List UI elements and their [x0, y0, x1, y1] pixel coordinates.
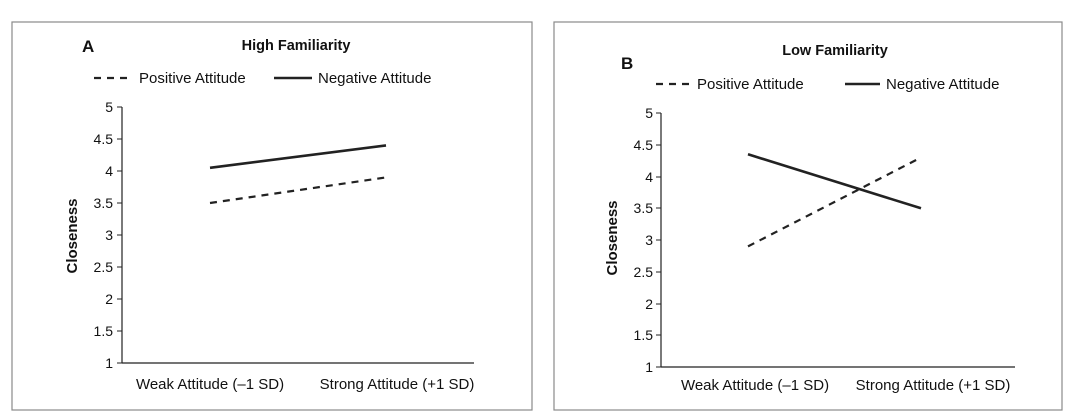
y-tick-label: 2 [645, 296, 653, 312]
panel-b-x-category-weak: Weak Attitude (–1 SD) [681, 377, 829, 394]
panel-b-x-category-strong: Strong Attitude (+1 SD) [856, 377, 1011, 394]
legend-positive-label: Positive Attitude [139, 70, 246, 87]
panel-b-yticks: 1 1.5 2 2.5 3 3.5 4 4.5 5 [634, 105, 661, 375]
y-tick-label: 3.5 [94, 195, 114, 211]
legend-positive-label: Positive Attitude [697, 76, 804, 93]
legend-negative-label: Negative Attitude [886, 76, 999, 93]
y-tick-label: 1.5 [94, 323, 114, 339]
panel-b: B Low Familiarity Positive Attitude Nega… [553, 21, 1063, 411]
panel-a-letter: A [82, 37, 94, 56]
panel-a-ylabel: Closeness [64, 198, 81, 273]
y-tick-label: 1.5 [634, 327, 654, 343]
panel-a: A High Familiarity Positive Attitude Neg… [11, 21, 533, 411]
panel-b-series-positive-line [747, 156, 922, 248]
y-tick-label: 4 [645, 169, 653, 185]
panel-b-letter: B [621, 54, 633, 73]
panel-a-frame [11, 21, 533, 411]
y-tick-label: 2 [105, 291, 113, 307]
panel-b-series-negative-line [747, 153, 922, 210]
y-tick-label: 3 [645, 232, 653, 248]
panel-b-ylabel: Closeness [604, 200, 621, 275]
y-tick-label: 3.5 [634, 200, 654, 216]
panel-a-x-category-weak: Weak Attitude (–1 SD) [136, 376, 284, 393]
panel-b-legend: Positive Attitude Negative Attitude [656, 76, 999, 93]
y-tick-label: 4 [105, 163, 113, 179]
y-tick-label: 1 [645, 359, 653, 375]
panel-b-title: Low Familiarity [782, 43, 888, 59]
y-tick-label: 5 [105, 99, 113, 115]
panel-a-title: High Familiarity [242, 38, 351, 54]
panel-a-series-positive-line [209, 176, 387, 205]
panel-a-legend: Positive Attitude Negative Attitude [94, 70, 431, 87]
y-tick-label: 3 [105, 227, 113, 243]
panel-a-x-category-strong: Strong Attitude (+1 SD) [320, 376, 475, 393]
y-tick-label: 5 [645, 105, 653, 121]
panel-a-yticks: 1 1.5 2 2.5 3 3.5 4 4.5 5 [94, 99, 122, 371]
legend-negative-label: Negative Attitude [318, 70, 431, 87]
y-tick-label: 4.5 [94, 131, 114, 147]
y-tick-label: 2.5 [634, 264, 654, 280]
y-tick-label: 2.5 [94, 259, 114, 275]
y-tick-label: 4.5 [634, 137, 654, 153]
y-tick-label: 1 [105, 355, 113, 371]
panel-a-series-negative-line [209, 144, 387, 170]
